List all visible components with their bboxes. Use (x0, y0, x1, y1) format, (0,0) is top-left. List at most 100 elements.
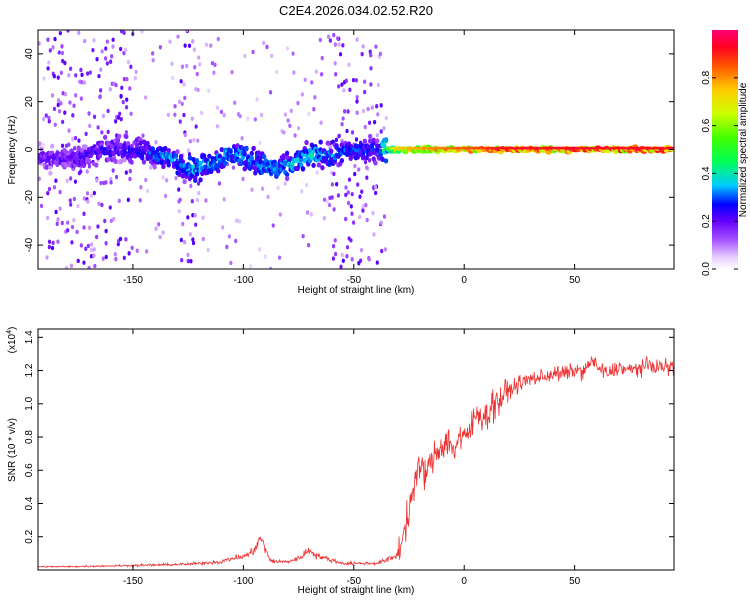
spectrogram-noise-cell (275, 69, 279, 75)
spectrogram-noise-cell (60, 143, 65, 148)
spectrogram-y-tick-label: 40 (24, 48, 35, 60)
spectrogram-noise-cell (278, 212, 282, 217)
spectrogram-noise-cell (296, 126, 301, 131)
spectrogram-noise-cell (235, 218, 239, 223)
spectrogram-band-cell (87, 158, 92, 164)
spectrogram-noise-cell (119, 46, 123, 52)
spectrogram-noise-cell (336, 193, 340, 198)
spectrogram-noise-cell (360, 51, 364, 57)
snr-x-tick-label: -50 (347, 576, 362, 587)
spectrogram-noise-cell (230, 70, 234, 75)
spectrogram-noise-cell (361, 204, 365, 209)
spectrogram-band-cell (371, 156, 376, 162)
spectrogram-noise-cell (134, 69, 138, 75)
spectrogram-noise-cell (135, 248, 139, 253)
spectrogram-band-cell (106, 140, 111, 146)
spectrogram-noise-cell (180, 64, 185, 69)
spectrogram-noise-cell (87, 225, 92, 231)
spectrogram-noise-cell (72, 146, 77, 151)
spectrogram-noise-cell (361, 108, 366, 114)
spectrogram-noise-cell (340, 82, 344, 87)
spectrogram-noise-cell (88, 70, 92, 75)
spectrogram-noise-cell (104, 241, 108, 246)
spectrogram-noise-cell (106, 129, 110, 135)
spectrogram-noise-cell (345, 254, 349, 259)
spectrogram-band-cell (175, 164, 180, 171)
spectrogram-noise-cell (222, 197, 226, 202)
spectrogram-noise-cell (322, 216, 326, 221)
spectrogram-noise-cell (97, 73, 101, 79)
spectrogram-noise-cell (158, 45, 163, 50)
spectrogram-noise-cell (183, 43, 187, 48)
spectrogram-noise-cell (251, 49, 255, 55)
spectrogram-noise-cell (326, 34, 331, 39)
spectrogram-noise-cell (189, 183, 193, 189)
spectrogram-noise-cell (216, 36, 220, 42)
spectrogram-noise-cell (364, 202, 368, 208)
spectrogram-noise-cell (315, 170, 319, 175)
spectrogram-noise-cell (285, 46, 290, 51)
spectrogram-band-cell (132, 153, 138, 159)
spectrogram-noise-cell (114, 119, 118, 124)
spectrogram-noise-cell (197, 55, 201, 60)
spectrogram-band-cell (41, 142, 46, 148)
spectrogram-band-cell (311, 162, 316, 168)
spectrogram-band-cell (253, 170, 258, 176)
spectrogram-noise-cell (151, 58, 155, 63)
spectrogram-band-cell (189, 173, 194, 179)
spectrogram-noise-cell (382, 214, 387, 219)
spectrogram-noise-cell (379, 129, 383, 134)
spectrogram-noise-cell (186, 258, 190, 264)
spectrogram-noise-cell (320, 55, 324, 61)
spectrogram-noise-cell (192, 47, 197, 52)
spectrogram-noise-cell (114, 256, 118, 262)
spectrogram-noise-cell (340, 122, 344, 127)
spectrogram-noise-cell (87, 265, 91, 269)
spectrogram-noise-cell (193, 213, 197, 218)
spectrogram-noise-cell (129, 111, 133, 116)
spectrogram-noise-cell (215, 124, 220, 129)
spectrogram-noise-cell (121, 99, 125, 105)
spectrogram-noise-cell (372, 119, 377, 125)
spectrogram-noise-cell (100, 130, 104, 135)
spectrogram-band-cell (329, 148, 334, 154)
spectrogram-noise-cell (63, 92, 68, 97)
spectrogram-noise-cell (74, 93, 78, 98)
spectrogram-noise-cell (58, 189, 62, 195)
spectrogram-band-cell (281, 153, 286, 159)
spectrogram-noise-cell (64, 265, 69, 269)
spectrogram-noise-cell (300, 92, 304, 97)
spectrogram-noise-cell (375, 133, 380, 138)
spectrogram-noise-cell (92, 247, 96, 252)
spectrogram-noise-cell (110, 54, 114, 59)
spectrogram-noise-cell (92, 190, 96, 196)
spectrogram-noise-cell (76, 258, 80, 264)
spectrogram-band-cell (383, 158, 389, 164)
snr-x-tick-label: -100 (233, 576, 253, 587)
spectrogram-noise-cell (67, 73, 71, 78)
snr-y-ticks: 0.2 0.4 0.6 0.8 1.0 1.2 1.4 (24, 330, 674, 544)
spectrogram-noise-cell (60, 44, 64, 49)
spectrogram-noise-cell (222, 113, 226, 118)
spectrogram-noise-cell (104, 56, 108, 61)
spectrogram-noise-cell (309, 212, 313, 217)
spectrogram-noise-cell (204, 198, 208, 203)
spectrogram-noise-cell (320, 72, 324, 77)
spectrogram-noise-cell (50, 93, 55, 98)
spectrogram-noise-cell (60, 220, 64, 226)
spectrogram-band-cell (159, 159, 164, 166)
spectrogram-noise-cell (119, 30, 124, 34)
spectrogram-band-cell (161, 163, 166, 170)
spectrogram-noise-cell (282, 130, 286, 135)
spectrogram-noise-cell (345, 128, 349, 134)
spectrogram-noise-cell (357, 167, 361, 172)
spectrogram-noise-cell (249, 264, 253, 269)
spectrogram-noise-cell (201, 236, 205, 242)
spectrogram-noise-cell (219, 109, 224, 115)
spectrogram-noise-cell (373, 184, 378, 190)
spectrogram-noise-cell (171, 75, 175, 81)
spectrogram-noise-cell (369, 66, 373, 71)
spectrogram-noise-cell (276, 185, 280, 190)
spectrogram-noise-cell (378, 51, 383, 57)
spectrogram-noise-cell (47, 60, 51, 65)
